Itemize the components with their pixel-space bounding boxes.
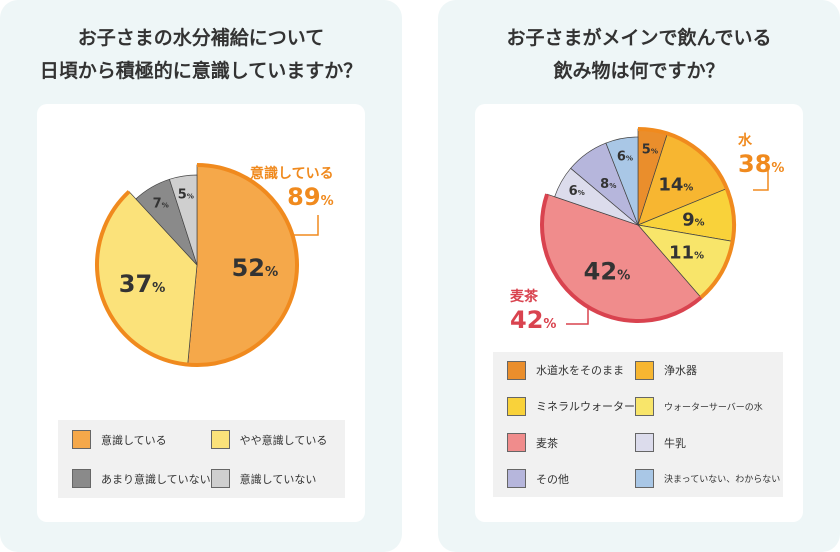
- pie-slice: [169, 174, 198, 266]
- legend: 意識している やや意識しているあまり意識していない 意識していない: [58, 420, 345, 498]
- legend-swatch: [210, 469, 230, 488]
- highlight-outline: [95, 163, 299, 367]
- pie-chart-drinks: 5%14%9%11%42%6%8%6%: [540, 127, 769, 325]
- highlight-unit: %: [543, 317, 557, 332]
- data-label: 6%: [569, 184, 585, 199]
- leader-line: [566, 306, 589, 325]
- legend-item: 意識していない: [210, 469, 331, 488]
- highlight-outline: [637, 127, 736, 299]
- legend-label: その他: [536, 472, 569, 486]
- data-label: 7%: [153, 196, 169, 211]
- legend-item: やや意識している: [210, 430, 331, 449]
- legend-swatch: [635, 433, 654, 453]
- legend-label: ミネラルウォーター: [536, 400, 635, 414]
- highlight-unit: %: [771, 161, 785, 176]
- highlight-label: 水: [738, 133, 752, 149]
- legend-item: ミネラルウォーター: [507, 396, 635, 416]
- chart-card-awareness: お子さまの水分補給について 日頃から積極的に意識していますか？ 52% 37% 7%…: [0, 0, 402, 552]
- chart-card-drinks: お子さまがメインで飲んでいる 飲み物は何ですか？ 5% 14% 9% 11% 42% 6%…: [438, 0, 840, 552]
- highlight-value: 89: [287, 183, 321, 211]
- legend-label: ウォーターサーバーの水: [664, 402, 763, 413]
- highlight-annotation-barley-tea: 麦茶 42%: [510, 286, 556, 334]
- data-label: 6%: [617, 149, 633, 164]
- highlight-annotation-water: 水 38%: [738, 130, 784, 178]
- legend-swatch: [507, 433, 526, 453]
- highlight-label: 意識している: [250, 166, 334, 182]
- legend-swatch: [210, 430, 230, 449]
- legend-swatch: [507, 396, 526, 416]
- highlight-unit: %: [320, 194, 334, 209]
- highlight-outline: [540, 193, 703, 323]
- legend-item: 決まっていない、わからない: [635, 469, 781, 489]
- pie-slice: [605, 136, 639, 226]
- leader-line: [292, 215, 319, 236]
- legend-item: 牛乳: [635, 433, 780, 453]
- chart-title: お子さまがメインで飲んでいる 飲み物は何ですか？: [506, 27, 772, 82]
- leader-line: [753, 170, 769, 191]
- legend-item: その他: [507, 469, 635, 489]
- legend-item: 麦茶: [507, 433, 635, 453]
- legend-swatch: [635, 469, 654, 489]
- highlight-value: 38: [738, 150, 772, 178]
- legend-item: 意識している: [72, 430, 211, 449]
- highlight-value: 42: [510, 306, 544, 334]
- legend-label: 麦茶: [536, 436, 558, 450]
- legend-label: 牛乳: [664, 436, 686, 450]
- highlight-annotation: 意識している 89%: [250, 163, 334, 211]
- data-label: 5%: [642, 143, 658, 158]
- data-label: 5%: [178, 187, 194, 202]
- legend-swatch: [507, 469, 526, 489]
- highlight-label: 麦茶: [510, 289, 538, 305]
- legend-swatch: [507, 360, 526, 380]
- legend-item: 水道水をそのまま: [507, 360, 635, 380]
- legend-label: 浄水器: [664, 364, 697, 378]
- chart-title: お子さまの水分補給について 日頃から積極的に意識していますか？: [39, 27, 363, 82]
- legend: 水道水をそのまま 浄水器ミネラルウォーター ウォーターサーバーの水麦茶 牛乳その他 決ま…: [493, 352, 783, 497]
- legend-label: 水道水をそのまま: [536, 364, 624, 378]
- legend-item: ウォーターサーバーの水: [635, 396, 780, 416]
- legend-item: あまり意識していない: [72, 469, 211, 488]
- legend-label: 意識している: [101, 433, 167, 447]
- legend-swatch: [635, 360, 654, 380]
- legend-label: 意識していない: [239, 472, 317, 486]
- legend-label: やや意識している: [239, 433, 328, 447]
- legend-label: あまり意識していない: [101, 472, 211, 486]
- pie-chart-awareness: 52%37%7%5%: [95, 163, 319, 367]
- legend-swatch: [72, 469, 91, 488]
- data-label: 8%: [600, 177, 616, 192]
- legend-item: 浄水器: [635, 360, 780, 380]
- legend-swatch: [72, 430, 91, 449]
- legend-swatch: [635, 396, 654, 416]
- legend-label: 決まっていない、わからない: [664, 475, 781, 486]
